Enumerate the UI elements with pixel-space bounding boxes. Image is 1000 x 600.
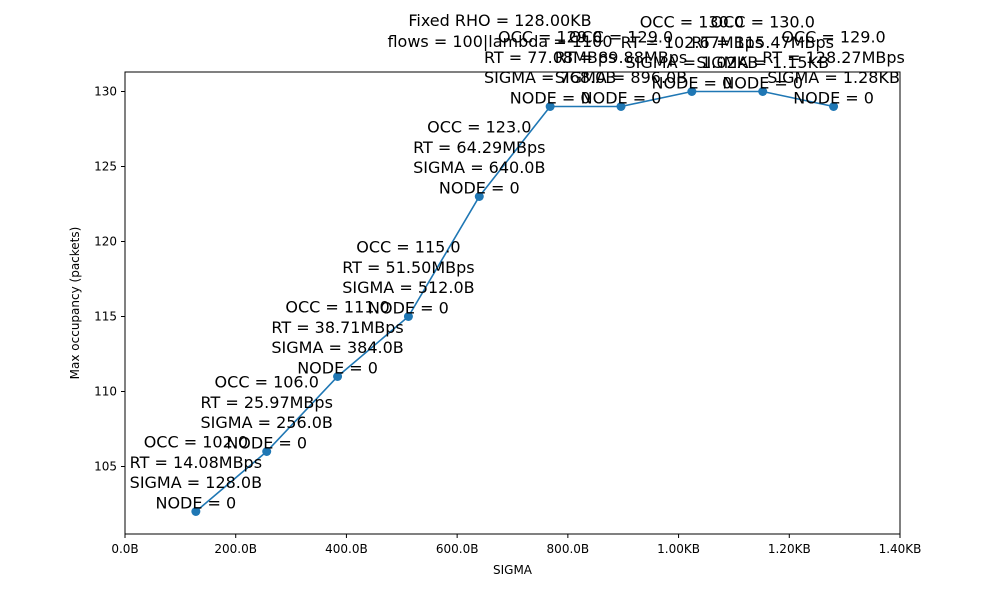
y-tick-label: 120 (94, 235, 117, 249)
plot-background (125, 72, 900, 534)
data-annotation: RT = 51.50MBps (342, 258, 474, 277)
data-annotation: SIGMA = 640.0B (413, 158, 545, 177)
data-annotation: OCC = 130.0 (711, 13, 815, 32)
data-annotation: RT = 14.08MBps (130, 453, 262, 472)
data-annotation: NODE = 0 (226, 434, 307, 453)
data-annotation: RT = 77.08MBps (484, 48, 616, 67)
data-annotation: NODE = 0 (368, 299, 449, 318)
data-annotation: SIGMA = 1.02KB (626, 53, 759, 72)
data-annotation: OCC = 123.0 (427, 118, 531, 137)
series-group (191, 87, 839, 516)
data-annotation: RT = 38.71MBps (271, 318, 403, 337)
data-annotation: NODE = 0 (297, 359, 378, 378)
data-annotation: SIGMA = 768.0B (484, 68, 616, 87)
data-annotation: NODE = 0 (722, 74, 803, 93)
data-annotation: OCC = 129.0 (498, 28, 602, 47)
data-point (403, 312, 413, 321)
data-annotation: SIGMA = 128.0B (130, 473, 262, 492)
data-annotation: NODE = 0 (793, 89, 874, 108)
data-point (616, 102, 626, 111)
chart-title-line-1: Fixed RHO = 128.00KB (408, 11, 591, 30)
x-tick-label: 0.0B (111, 542, 138, 556)
data-point (333, 372, 343, 381)
series-line (195, 90, 834, 513)
x-tick-label: 1.00KB (657, 542, 700, 556)
y-tick-label: 115 (94, 310, 117, 324)
x-tick-label: 400.0B (325, 542, 368, 556)
data-annotation: NODE = 0 (510, 89, 591, 108)
data-point (758, 87, 768, 96)
data-point (545, 102, 555, 111)
data-annotation: SIGMA = 384.0B (271, 338, 403, 357)
y-tick-label: 130 (94, 85, 117, 99)
data-annotation: RT = 89.88MBps (555, 48, 687, 67)
data-annotation: SIGMA = 896.0B (555, 68, 687, 87)
data-annotation: OCC = 130.0 (640, 13, 744, 32)
y-tick-label: 125 (94, 160, 117, 174)
data-annotation: OCC = 129.0 (569, 28, 673, 47)
data-point (687, 87, 697, 96)
y-axis: 105 110 115 120 125 130 (94, 85, 125, 474)
data-annotation: NODE = 0 (651, 74, 732, 93)
data-annotation: OCC = 111.0 (285, 298, 389, 317)
data-point (474, 192, 484, 201)
x-tick-label: 600.0B (436, 542, 479, 556)
data-point (262, 447, 272, 456)
data-annotation: OCC = 102.0 (144, 433, 248, 452)
plot-frame (124, 71, 901, 535)
data-annotation: NODE = 0 (439, 179, 520, 198)
chart-title-line-2: flows = 100|lambda = 1100 (387, 32, 612, 51)
x-axis-label: SIGMA (493, 563, 533, 577)
x-axis: 0.0B 200.0B 400.0B 600.0B 800.0B 1.00KB 1.20KB… (111, 534, 921, 556)
data-annotation: SIGMA = 256.0B (201, 413, 333, 432)
y-axis-label: Max occupancy (packets) (68, 227, 82, 380)
x-tick-label: 1.40KB (879, 542, 922, 556)
data-annotation: SIGMA = 1.28KB (767, 68, 900, 87)
x-tick-label: 1.20KB (768, 542, 811, 556)
data-annotation: OCC = 106.0 (215, 373, 319, 392)
data-annotation: RT = 115.47MBps (691, 33, 834, 52)
data-point (191, 507, 201, 516)
data-annotation: NODE = 0 (155, 494, 236, 513)
x-tick-label: 200.0B (214, 542, 257, 556)
data-annotation: RT = 102.67MBps (621, 33, 764, 52)
x-tick-label: 800.0B (547, 542, 590, 556)
data-annotation: SIGMA = 1.15KB (696, 53, 829, 72)
y-tick-label: 110 (94, 385, 117, 399)
data-annotation: NODE = 0 (581, 89, 662, 108)
data-annotation: OCC = 129.0 (781, 28, 885, 47)
data-annotation: SIGMA = 512.0B (342, 278, 474, 297)
data-annotation: RT = 64.29MBps (413, 138, 545, 157)
data-annotation: RT = 128.27MBps (762, 48, 905, 67)
data-annotation: RT = 25.97MBps (201, 393, 333, 412)
data-point (829, 102, 839, 111)
data-annotation: OCC = 115.0 (356, 238, 460, 257)
y-tick-label: 105 (94, 460, 117, 474)
